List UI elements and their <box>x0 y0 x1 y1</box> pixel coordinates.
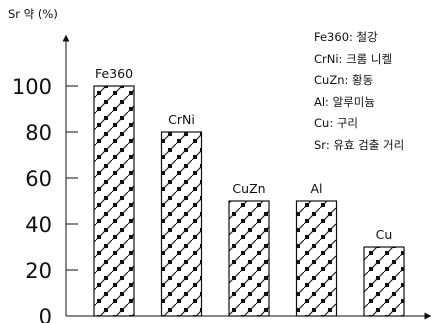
bar-cuzn <box>228 200 270 317</box>
legend-entry-fe360: Fe360: 철강 <box>314 30 378 44</box>
bar-al <box>295 200 338 317</box>
y-axis-label: Sr 약 (%) <box>8 7 58 21</box>
bar-crni <box>160 131 203 317</box>
y-tick-label-20: 20 <box>25 259 52 283</box>
y-tick-label-80: 80 <box>25 121 52 145</box>
y-tick-label-100: 100 <box>12 75 52 99</box>
legend: Fe360: 철강 CrNi: 크롬 니켈 CuZn: 황동 Al: 알루미늄 … <box>314 27 404 156</box>
category-label-crni: CrNi <box>168 112 195 127</box>
y-tick-label-40: 40 <box>25 213 52 237</box>
bar-fe360 <box>93 85 135 317</box>
category-label-fe360: Fe360 <box>95 66 133 81</box>
bars-group <box>93 85 405 317</box>
legend-entry-al: Al: 알루미늄 <box>314 94 375 109</box>
category-label-al: Al <box>310 181 322 196</box>
y-ticks-group: 0 20 40 60 80 100 <box>12 75 78 323</box>
category-label-cu: Cu <box>376 227 393 242</box>
category-label-cuzn: CuZn <box>232 181 265 196</box>
legend-entry-crni: CrNi: 크롬 니켈 <box>314 51 393 66</box>
bar-cu <box>363 246 405 317</box>
legend-entry-cuzn: CuZn: 황동 <box>314 73 374 87</box>
y-tick-label-60: 60 <box>25 167 52 191</box>
y-tick-label-0: 0 <box>39 305 52 323</box>
category-labels-group: Fe360 CrNi CuZn Al Cu <box>95 66 392 242</box>
legend-entry-cu: Cu: 구리 <box>314 116 359 130</box>
legend-entry-sr: Sr: 유효 검출 거리 <box>314 137 405 152</box>
